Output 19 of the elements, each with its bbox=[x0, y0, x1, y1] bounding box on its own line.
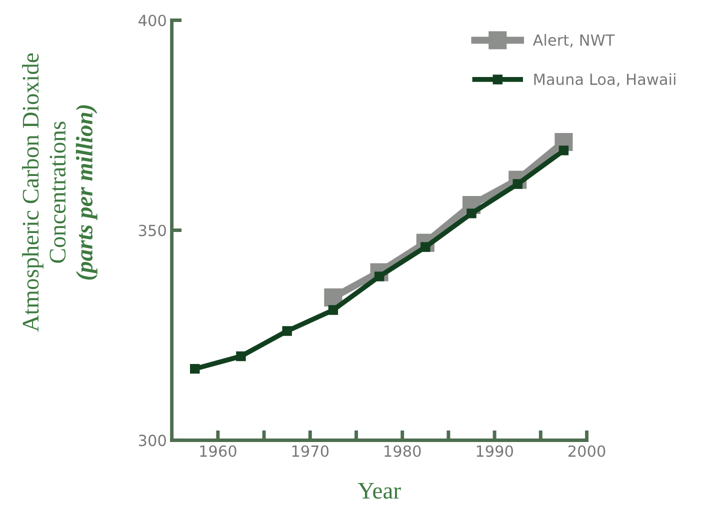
legend-label: Alert, NWT bbox=[532, 34, 615, 48]
x-tick-label: 1990 bbox=[476, 445, 513, 457]
point bbox=[328, 305, 338, 315]
x-tick-label: 1960 bbox=[200, 445, 236, 457]
y-axis-title: Atmospheric Carbon Dioxide Concentrations (parts per million) bbox=[22, 53, 98, 332]
x-tick-label: 2000 bbox=[568, 445, 606, 457]
y-tick-label: 400 bbox=[138, 14, 166, 26]
y-tick-label: 300 bbox=[138, 434, 166, 446]
x-tick-label: 1970 bbox=[292, 445, 329, 457]
point bbox=[236, 351, 246, 362]
point bbox=[324, 288, 342, 306]
point bbox=[190, 364, 200, 374]
point bbox=[466, 208, 476, 218]
x-tick-label: 1980 bbox=[384, 445, 421, 457]
x-axis-title: Year bbox=[358, 483, 401, 499]
legend-label: Mauna Loa, Hawaii bbox=[534, 73, 676, 87]
point bbox=[558, 146, 569, 156]
y-tick-label: 350 bbox=[138, 224, 166, 236]
point bbox=[282, 326, 292, 336]
